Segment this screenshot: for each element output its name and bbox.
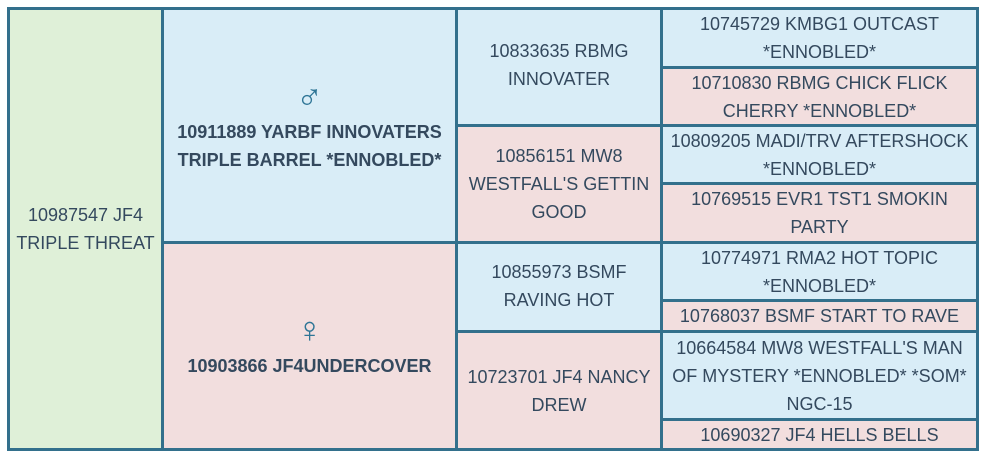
great-grandparent-name: 10745729 KMBG1 OUTCAST *ENNOBLED* [699, 14, 940, 62]
subject-cell[interactable]: 10987547 JF4 TRIPLE THREAT [10, 10, 161, 448]
great-grandparent-name: 10664584 MW8 WESTFALL'S MAN OF MYSTERY *… [672, 337, 967, 414]
dam-name: 10903866 JF4UNDERCOVER [187, 356, 432, 376]
great-grandparent-cell[interactable]: 10710830 RBMG CHICK FLICK CHERRY *ENNOBL… [663, 69, 976, 124]
great-grandparent-name: 10774971 RMA2 HOT TOPIC *ENNOBLED* [700, 247, 939, 296]
great-grandparent-cell[interactable]: 10745729 KMBG1 OUTCAST *ENNOBLED* [663, 10, 976, 66]
great-grandparent-name: 10710830 RBMG CHICK FLICK CHERRY *ENNOBL… [691, 72, 948, 121]
great-grandparent-cell[interactable]: 10664584 MW8 WESTFALL'S MAN OF MYSTERY *… [663, 333, 976, 418]
subject-name: 10987547 JF4 TRIPLE THREAT [16, 205, 155, 253]
sire-cell[interactable]: ♂ 10911889 YARBF INNOVATERS TRIPLE BARRE… [164, 10, 455, 241]
grandparent-cell[interactable]: 10833635 RBMG INNOVATER [458, 10, 660, 124]
great-grandparent-name: 10690327 JF4 HELLS BELLS [700, 424, 939, 445]
grandparent-name: 10833635 RBMG INNOVATER [489, 41, 629, 89]
male-icon: ♂ [296, 74, 323, 116]
great-grandparent-name: 10768037 BSMF START TO RAVE [679, 306, 960, 326]
great-grandparent-name: 10809205 MADI/TRV AFTERSHOCK *ENNOBLED* [670, 130, 969, 179]
female-icon: ♀ [296, 309, 323, 350]
dam-cell[interactable]: ♀ 10903866 JF4UNDERCOVER [164, 244, 455, 448]
great-grandparent-cell[interactable]: 10769515 EVR1 TST1 SMOKIN PARTY [663, 185, 976, 241]
great-grandparent-cell[interactable]: 10768037 BSMF START TO RAVE [663, 302, 976, 330]
sire-name: 10911889 YARBF INNOVATERS TRIPLE BARREL … [177, 121, 442, 170]
great-grandparent-cell[interactable]: 10774971 RMA2 HOT TOPIC *ENNOBLED* [663, 244, 976, 299]
great-grandparent-name: 10769515 EVR1 TST1 SMOKIN PARTY [691, 189, 948, 237]
grandparent-cell[interactable]: 10855973 BSMF RAVING HOT [458, 244, 660, 330]
great-grandparent-cell[interactable]: 10809205 MADI/TRV AFTERSHOCK *ENNOBLED* [663, 127, 976, 182]
grandparent-name: 10723701 JF4 NANCY DREW [467, 366, 651, 415]
pedigree-tree: 10987547 JF4 TRIPLE THREAT ♂ 10911889 YA… [7, 7, 979, 451]
grandparent-cell[interactable]: 10856151 MW8 WESTFALL'S GETTIN GOOD [458, 127, 660, 241]
grandparent-name: 10856151 MW8 WESTFALL'S GETTIN GOOD [468, 146, 650, 222]
grandparent-name: 10855973 BSMF RAVING HOT [491, 262, 627, 310]
great-grandparent-cell[interactable]: 10690327 JF4 HELLS BELLS [663, 421, 976, 448]
grandparent-cell[interactable]: 10723701 JF4 NANCY DREW [458, 333, 660, 448]
